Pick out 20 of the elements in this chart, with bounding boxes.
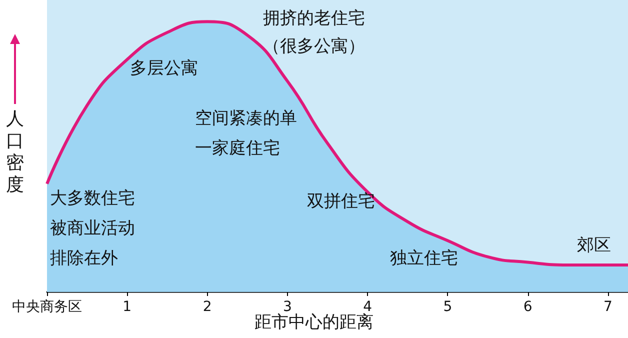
x-tick-label: 3 (282, 299, 292, 315)
x-tick-label: 中央商务区 (12, 299, 82, 315)
x-tick-label: 5 (443, 299, 452, 315)
x-tick-label: 2 (202, 299, 212, 315)
x-tick-label: 7 (604, 299, 612, 315)
x-axis-title: 距市中心的距离 (254, 312, 374, 332)
annotation: 大多数住宅 (50, 188, 135, 208)
annotation: 双拼住宅 (307, 192, 375, 212)
annotation: 郊区 (577, 236, 611, 256)
annotation: 独立住宅 (390, 248, 458, 268)
annotation: 空间紧凑的单 (195, 108, 297, 128)
annotation: 被商业活动 (50, 218, 135, 238)
annotation: 一家庭住宅 (195, 138, 280, 158)
annotation: （很多公寓） (263, 36, 365, 56)
annotation: 多层公寓 (130, 58, 198, 78)
y-axis-title: 人口密度 (6, 108, 24, 196)
x-tick-label: 6 (523, 299, 532, 315)
annotation: 拥挤的老住宅 (263, 8, 365, 28)
annotation: 排除在外 (50, 248, 118, 268)
x-tick-label: 1 (122, 299, 132, 315)
